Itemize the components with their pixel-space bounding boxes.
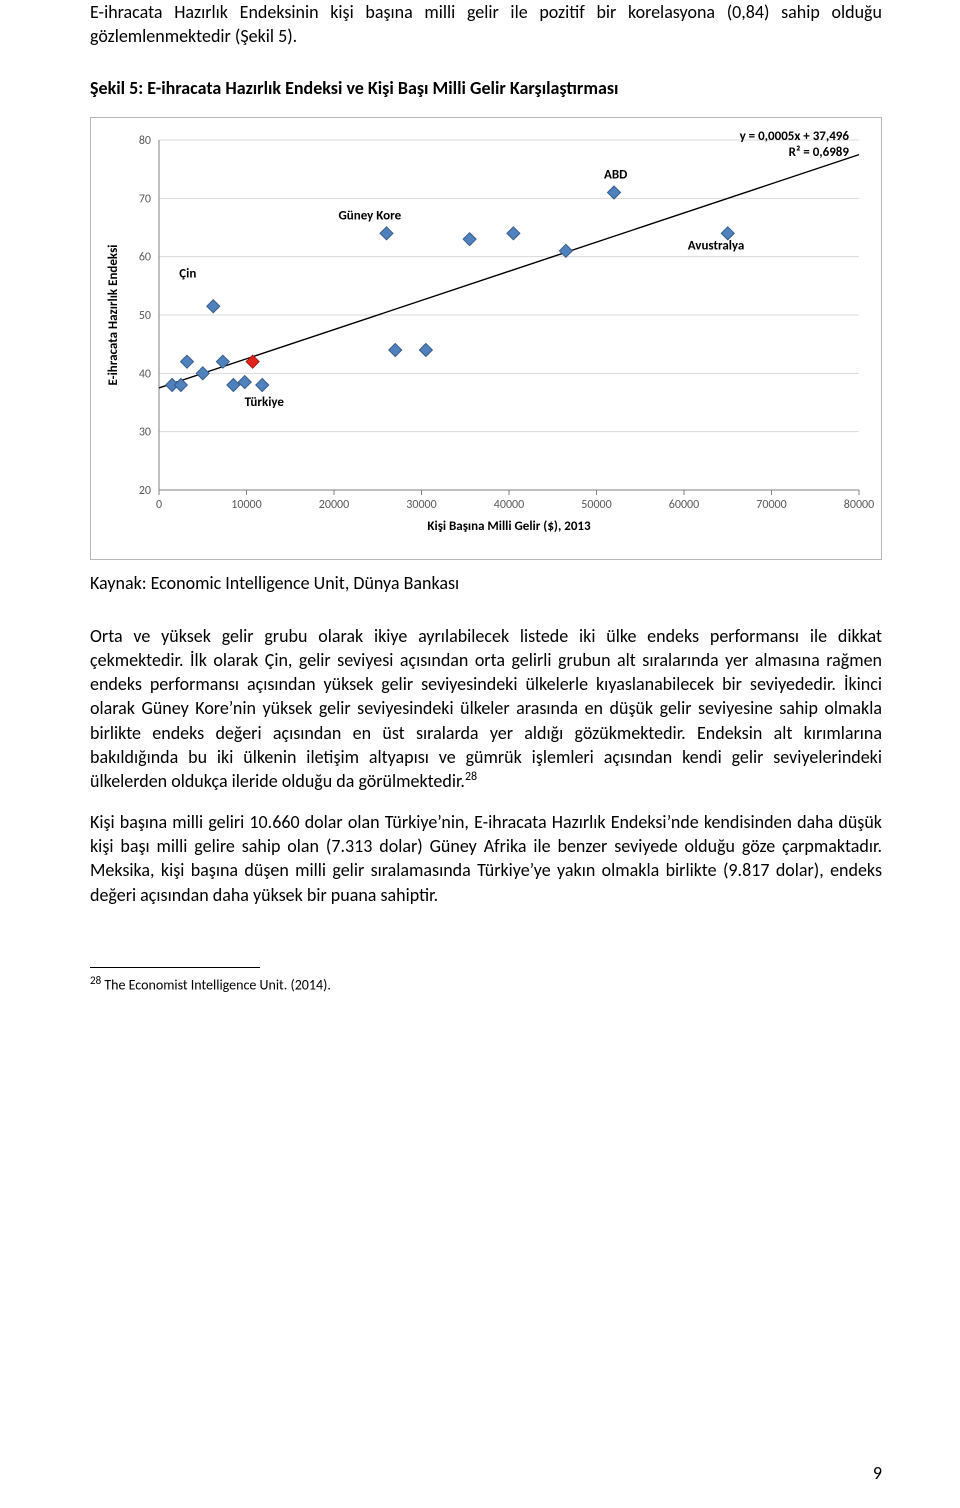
page-number: 9 [873,1462,882,1484]
svg-text:50: 50 [139,309,151,323]
svg-text:y = 0,0005x + 37,496: y = 0,0005x + 37,496 [740,129,850,144]
footnote-number: 28 [90,974,101,987]
footnote-separator [90,967,260,968]
footnote-ref-28: 28 [465,770,477,784]
svg-text:70: 70 [139,192,151,206]
svg-text:Türkiye: Türkiye [245,395,285,410]
svg-text:0: 0 [156,498,162,512]
scatter-chart: 20 30 40 50 60 70 80 0 10000 20000 30000 40000 50000… [90,117,882,560]
svg-text:20: 20 [139,484,151,498]
svg-text:40: 40 [139,367,151,381]
svg-text:40000: 40000 [494,498,524,512]
intro-paragraph: E-ihracata Hazırlık Endeksinin kişi başı… [90,0,882,49]
svg-text:R² = 0,6989: R² = 0,6989 [789,145,850,160]
svg-text:Güney Kore: Güney Kore [339,208,402,223]
para2-text: Orta ve yüksek gelir grubu olarak ikiye … [90,625,882,793]
svg-text:10000: 10000 [231,498,261,512]
svg-text:E-ihracata Hazırlık Endeksi: E-ihracata Hazırlık Endeksi [106,244,121,385]
svg-text:80: 80 [139,134,151,148]
body-paragraph-3: Kişi başına milli geliri 10.660 dolar ol… [90,810,882,907]
svg-text:Kişi Başına Milli Gelir ($), 2: Kişi Başına Milli Gelir ($), 2013 [427,519,591,534]
svg-text:Çin: Çin [179,266,196,281]
svg-text:60000: 60000 [669,498,699,512]
svg-text:50000: 50000 [581,498,611,512]
figure-source: Kaynak: Economic Intelligence Unit, Düny… [90,572,882,594]
svg-text:30: 30 [139,425,151,439]
footnote-28: 28 The Economist Intelligence Unit. (201… [90,974,882,994]
svg-text:20000: 20000 [319,498,349,512]
svg-text:Avustralya: Avustralya [688,238,745,253]
svg-text:70000: 70000 [756,498,786,512]
body-paragraph-2: Orta ve yüksek gelir grubu olarak ikiye … [90,624,882,794]
svg-text:30000: 30000 [406,498,436,512]
figure-title: Şekil 5: E-ihracata Hazırlık Endeksi ve … [90,77,882,99]
chart-svg: 20 30 40 50 60 70 80 0 10000 20000 30000 40000 50000… [99,126,875,546]
svg-text:60: 60 [139,250,151,264]
svg-text:80000: 80000 [844,498,874,512]
svg-text:ABD: ABD [604,167,627,182]
footnote-text: The Economist Intelligence Unit. (2014). [101,977,331,994]
